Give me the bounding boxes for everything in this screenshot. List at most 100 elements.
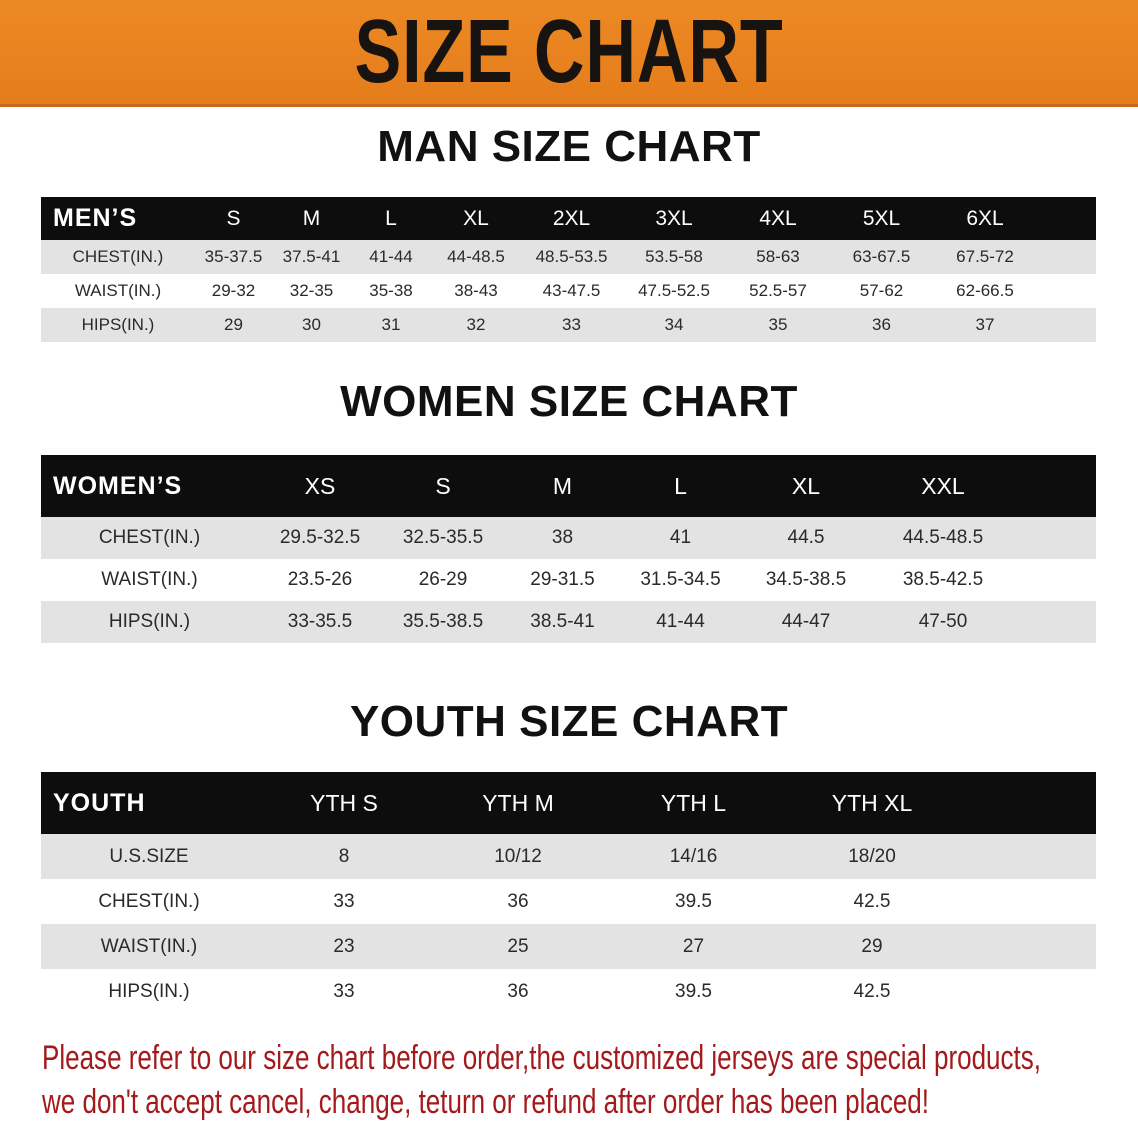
row-filler xyxy=(1037,240,1096,274)
youth-header-label: YOUTH xyxy=(41,772,257,834)
measurement-cell: 26-29 xyxy=(382,559,504,601)
measurement-cell: 35 xyxy=(726,308,830,342)
table-row: HIPS(IN.) 29 30 31 32 33 34 35 36 37 xyxy=(41,308,1096,342)
table-row: HIPS(IN.) 33-35.5 35.5-38.5 38.5-41 41-44 44-… xyxy=(41,601,1096,643)
row-filler xyxy=(962,924,1096,969)
size-header: 3XL xyxy=(622,197,726,240)
size-header: 2XL xyxy=(521,197,622,240)
notice-line-2: we don't accept cancel, change, teturn o… xyxy=(42,1083,929,1121)
measurement-cell: 23 xyxy=(257,924,431,969)
header-filler xyxy=(962,772,1096,834)
size-header: M xyxy=(504,455,621,517)
size-header: XS xyxy=(258,455,382,517)
measurement-cell: 27 xyxy=(605,924,782,969)
measurement-cell: 38 xyxy=(504,517,621,559)
size-header: 4XL xyxy=(726,197,830,240)
size-header: YTH S xyxy=(257,772,431,834)
row-filler xyxy=(1037,308,1096,342)
row-filler xyxy=(1014,601,1096,643)
size-header: M xyxy=(272,197,351,240)
men-size-table: MEN’S S M L XL 2XL 3XL 4XL 5XL 6XL CHEST(IN.) 35-37… xyxy=(41,197,1096,342)
measurement-cell: 32.5-35.5 xyxy=(382,517,504,559)
row-label: CHEST(IN.) xyxy=(41,517,258,559)
header-filler xyxy=(1037,197,1096,240)
measurement-cell: 10/12 xyxy=(431,834,605,879)
women-header-label: WOMEN’S xyxy=(41,455,258,517)
measurement-cell: 52.5-57 xyxy=(726,274,830,308)
table-row: CHEST(IN.) 33 36 39.5 42.5 xyxy=(41,879,1096,924)
measurement-cell: 38-43 xyxy=(431,274,521,308)
youth-size-table: YOUTH YTH S YTH M YTH L YTH XL U.S.SIZE 8 10/12… xyxy=(41,772,1096,1014)
row-label: HIPS(IN.) xyxy=(41,308,195,342)
women-section-title: WOMEN SIZE CHART xyxy=(340,377,798,426)
size-header: XXL xyxy=(872,455,1014,517)
size-header: 5XL xyxy=(830,197,933,240)
measurement-cell: 42.5 xyxy=(782,969,962,1014)
measurement-cell: 47-50 xyxy=(872,601,1014,643)
measurement-cell: 29-31.5 xyxy=(504,559,621,601)
row-label: WAIST(IN.) xyxy=(41,274,195,308)
measurement-cell: 29-32 xyxy=(195,274,272,308)
measurement-cell: 41-44 xyxy=(351,240,431,274)
row-label: WAIST(IN.) xyxy=(41,559,258,601)
table-row: WAIST(IN.) 23.5-26 26-29 29-31.5 31.5-34.5 34… xyxy=(41,559,1096,601)
measurement-cell: 8 xyxy=(257,834,431,879)
measurement-cell: 44.5 xyxy=(740,517,872,559)
measurement-cell: 29.5-32.5 xyxy=(258,517,382,559)
measurement-cell: 31.5-34.5 xyxy=(621,559,740,601)
measurement-cell: 32 xyxy=(431,308,521,342)
table-row: HIPS(IN.) 33 36 39.5 42.5 xyxy=(41,969,1096,1014)
row-filler xyxy=(962,969,1096,1014)
measurement-cell: 37.5-41 xyxy=(272,240,351,274)
measurement-cell: 31 xyxy=(351,308,431,342)
measurement-cell: 34.5-38.5 xyxy=(740,559,872,601)
measurement-cell: 35-37.5 xyxy=(195,240,272,274)
measurement-cell: 44-47 xyxy=(740,601,872,643)
row-filler xyxy=(1014,559,1096,601)
size-header: XL xyxy=(740,455,872,517)
notice-line-1: Please refer to our size chart before or… xyxy=(42,1039,1041,1077)
table-row: U.S.SIZE 8 10/12 14/16 18/20 xyxy=(41,834,1096,879)
measurement-cell: 25 xyxy=(431,924,605,969)
size-header: S xyxy=(382,455,504,517)
men-header-row: MEN’S S M L XL 2XL 3XL 4XL 5XL 6XL xyxy=(41,197,1096,240)
measurement-cell: 36 xyxy=(830,308,933,342)
measurement-cell: 33-35.5 xyxy=(258,601,382,643)
size-header: XL xyxy=(431,197,521,240)
measurement-cell: 35.5-38.5 xyxy=(382,601,504,643)
measurement-cell: 43-47.5 xyxy=(521,274,622,308)
measurement-cell: 29 xyxy=(195,308,272,342)
table-row: WAIST(IN.) 23 25 27 29 xyxy=(41,924,1096,969)
order-notice: Please refer to our size chart before or… xyxy=(42,1036,1113,1124)
row-label: U.S.SIZE xyxy=(41,834,257,879)
measurement-cell: 63-67.5 xyxy=(830,240,933,274)
measurement-cell: 57-62 xyxy=(830,274,933,308)
row-label: HIPS(IN.) xyxy=(41,601,258,643)
youth-header-row: YOUTH YTH S YTH M YTH L YTH XL xyxy=(41,772,1096,834)
measurement-cell: 44.5-48.5 xyxy=(872,517,1014,559)
measurement-cell: 30 xyxy=(272,308,351,342)
row-label: WAIST(IN.) xyxy=(41,924,257,969)
men-section-title: MAN SIZE CHART xyxy=(377,122,761,171)
men-header-label: MEN’S xyxy=(41,197,195,240)
size-header: YTH XL xyxy=(782,772,962,834)
measurement-cell: 67.5-72 xyxy=(933,240,1037,274)
measurement-cell: 39.5 xyxy=(605,969,782,1014)
measurement-cell: 14/16 xyxy=(605,834,782,879)
women-header-row: WOMEN’S XS S M L XL XXL xyxy=(41,455,1096,517)
size-header: L xyxy=(351,197,431,240)
row-label: CHEST(IN.) xyxy=(41,240,195,274)
table-row: CHEST(IN.) 29.5-32.5 32.5-35.5 38 41 44.5 44.5… xyxy=(41,517,1096,559)
measurement-cell: 62-66.5 xyxy=(933,274,1037,308)
banner-title: SIZE CHART xyxy=(354,2,784,102)
row-label: HIPS(IN.) xyxy=(41,969,257,1014)
measurement-cell: 23.5-26 xyxy=(258,559,382,601)
measurement-cell: 33 xyxy=(257,969,431,1014)
size-header: YTH L xyxy=(605,772,782,834)
measurement-cell: 41 xyxy=(621,517,740,559)
row-filler xyxy=(1037,274,1096,308)
row-label: CHEST(IN.) xyxy=(41,879,257,924)
measurement-cell: 36 xyxy=(431,879,605,924)
size-chart-banner: SIZE CHART xyxy=(0,0,1138,107)
measurement-cell: 34 xyxy=(622,308,726,342)
